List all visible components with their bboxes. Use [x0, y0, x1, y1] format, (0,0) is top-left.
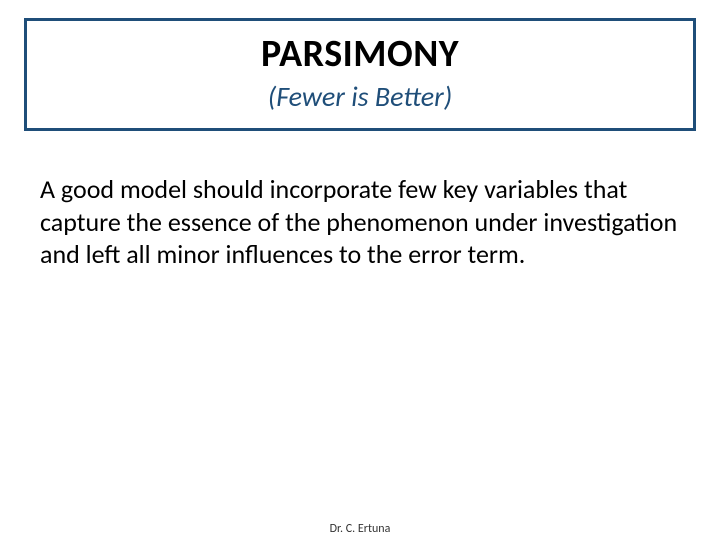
footer-text: Dr. C. Ertuna	[0, 522, 720, 536]
slide-title: PARSIMONY	[27, 31, 693, 77]
body-text: A good model should incorporate few key …	[40, 173, 680, 271]
slide-subtitle: (Fewer is Better)	[27, 79, 693, 114]
title-box: PARSIMONY (Fewer is Better)	[24, 18, 696, 131]
